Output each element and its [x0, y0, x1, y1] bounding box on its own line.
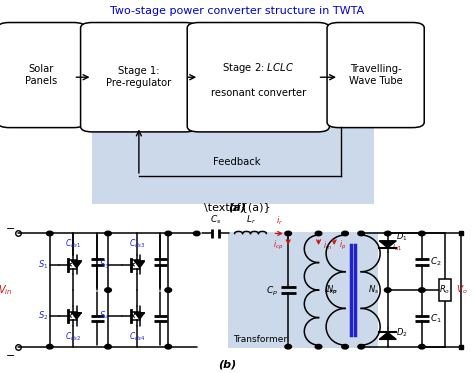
Text: $S_4$: $S_4$ [100, 310, 110, 322]
Text: $C_s$: $C_s$ [210, 214, 221, 226]
Text: $C_{ds1}$: $C_{ds1}$ [65, 237, 82, 250]
Circle shape [419, 344, 425, 349]
Circle shape [193, 231, 200, 236]
Circle shape [342, 231, 348, 236]
Circle shape [384, 231, 391, 236]
Text: resonant converter: resonant converter [211, 88, 306, 98]
Text: $i_m$: $i_m$ [323, 239, 332, 252]
Text: $C_{ds2}$: $C_{ds2}$ [65, 330, 82, 343]
Circle shape [165, 344, 172, 349]
Text: $i_{d1}$: $i_{d1}$ [392, 241, 403, 253]
Text: $C_1$: $C_1$ [430, 312, 442, 325]
Circle shape [342, 344, 348, 349]
Text: $-$: $-$ [5, 222, 16, 232]
Text: $-$: $-$ [5, 349, 16, 359]
FancyBboxPatch shape [439, 279, 451, 301]
Polygon shape [72, 313, 82, 319]
FancyBboxPatch shape [92, 92, 374, 204]
Circle shape [315, 231, 322, 236]
FancyBboxPatch shape [327, 22, 424, 128]
Text: Two-stage power converter structure in TWTA: Two-stage power converter structure in T… [110, 6, 364, 16]
Polygon shape [379, 332, 396, 339]
Text: $C_p$: $C_p$ [266, 285, 278, 298]
Circle shape [46, 231, 53, 236]
Circle shape [384, 288, 391, 292]
Circle shape [105, 288, 111, 292]
Circle shape [358, 344, 365, 349]
Text: Feedback: Feedback [213, 157, 261, 167]
Circle shape [358, 231, 365, 236]
Text: $C_{ds4}$: $C_{ds4}$ [129, 330, 146, 343]
Text: Travelling-
Wave Tube: Travelling- Wave Tube [349, 64, 402, 86]
Polygon shape [135, 261, 145, 268]
Circle shape [105, 344, 111, 349]
Circle shape [165, 231, 172, 236]
Text: Solar
Panels: Solar Panels [25, 64, 58, 86]
Text: $N_p$: $N_p$ [326, 283, 338, 297]
Text: $V_o$: $V_o$ [456, 284, 468, 296]
Text: $D_2$: $D_2$ [396, 327, 408, 339]
Text: $S_2$: $S_2$ [38, 310, 48, 322]
Text: $C_{ds3}$: $C_{ds3}$ [129, 237, 146, 250]
Text: $S_1$: $S_1$ [38, 258, 48, 271]
Text: $V_{in}$: $V_{in}$ [0, 283, 13, 297]
Text: \textbf{(a)}: \textbf{(a)} [204, 202, 270, 212]
Text: $R_o$: $R_o$ [439, 284, 450, 296]
Polygon shape [379, 241, 396, 248]
Text: Stage 1:
Pre-regulator: Stage 1: Pre-regulator [106, 66, 171, 88]
Circle shape [315, 344, 322, 349]
Text: $N_s$: $N_s$ [368, 284, 380, 296]
FancyBboxPatch shape [0, 22, 85, 128]
Text: (b): (b) [219, 360, 237, 370]
Circle shape [419, 288, 425, 292]
Circle shape [285, 344, 292, 349]
Text: $L_r$: $L_r$ [246, 214, 255, 226]
Text: $i_{cp}$: $i_{cp}$ [273, 239, 283, 252]
Text: (a): (a) [228, 202, 246, 212]
Circle shape [46, 344, 53, 349]
Circle shape [165, 288, 172, 292]
Circle shape [285, 231, 292, 236]
Text: Stage 2: $\mathit{LCLC}$: Stage 2: $\mathit{LCLC}$ [222, 60, 294, 75]
FancyBboxPatch shape [81, 22, 197, 132]
Circle shape [105, 231, 111, 236]
Text: $D_1$: $D_1$ [396, 231, 408, 243]
Text: Transformer: Transformer [233, 335, 287, 344]
Text: $C_2$: $C_2$ [430, 256, 442, 268]
Circle shape [419, 231, 425, 236]
Text: $L_m$: $L_m$ [324, 284, 337, 296]
Text: $S_3$: $S_3$ [100, 258, 110, 271]
Polygon shape [72, 261, 82, 268]
FancyBboxPatch shape [228, 232, 378, 348]
FancyBboxPatch shape [187, 22, 329, 132]
Polygon shape [135, 313, 145, 319]
Text: $i_r$: $i_r$ [276, 214, 283, 227]
Text: $i_p$: $i_p$ [339, 239, 346, 252]
